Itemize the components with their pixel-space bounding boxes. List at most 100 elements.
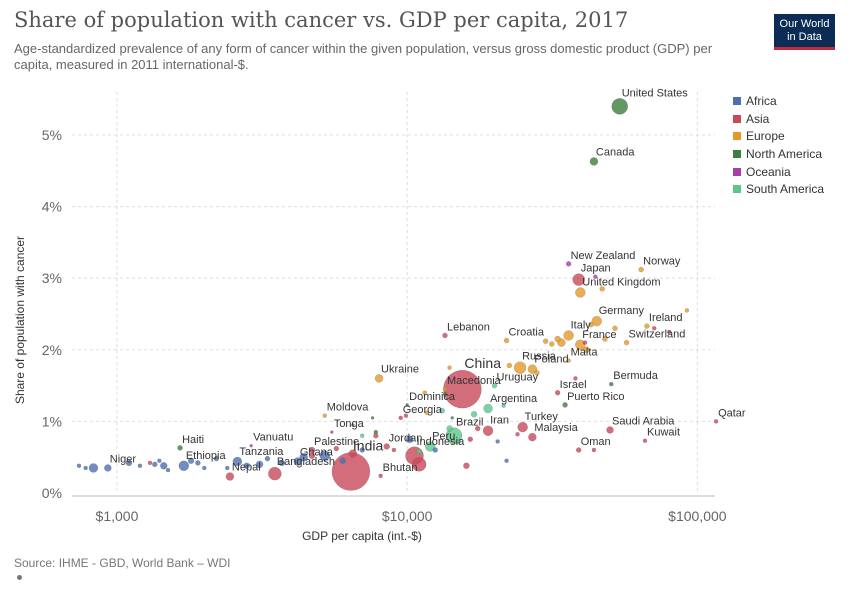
data-point-labeled[interactable] bbox=[644, 323, 650, 329]
data-point[interactable] bbox=[447, 365, 452, 370]
data-point-labeled[interactable] bbox=[528, 432, 537, 442]
data-point-labeled[interactable] bbox=[609, 381, 614, 387]
legend-item[interactable]: South America bbox=[733, 180, 824, 198]
data-point[interactable] bbox=[506, 362, 513, 369]
data-point[interactable] bbox=[348, 449, 358, 458]
owid-logo[interactable]: Our World in Data bbox=[774, 14, 835, 50]
data-point-labeled[interactable] bbox=[398, 415, 403, 421]
data-point[interactable] bbox=[202, 465, 207, 471]
data-point-labeled[interactable] bbox=[575, 339, 586, 351]
data-point[interactable] bbox=[455, 438, 462, 445]
data-point[interactable] bbox=[411, 457, 427, 472]
data-point[interactable] bbox=[225, 465, 230, 471]
data-point-labeled[interactable] bbox=[308, 446, 316, 454]
data-point-labeled[interactable] bbox=[442, 386, 448, 392]
data-point-labeled[interactable] bbox=[378, 473, 383, 479]
data-point[interactable] bbox=[187, 457, 195, 465]
data-point[interactable] bbox=[333, 445, 340, 452]
data-point[interactable] bbox=[157, 458, 162, 464]
data-point[interactable] bbox=[573, 376, 578, 381]
data-point-labeled[interactable] bbox=[374, 374, 384, 383]
data-point[interactable] bbox=[582, 340, 588, 345]
data-point[interactable] bbox=[255, 460, 264, 469]
data-point-labeled[interactable] bbox=[563, 330, 574, 341]
data-point[interactable] bbox=[446, 425, 453, 432]
data-point-labeled[interactable] bbox=[442, 332, 448, 339]
data-point[interactable] bbox=[432, 447, 439, 453]
data-point-labeled[interactable] bbox=[638, 266, 644, 273]
legend-item[interactable]: Asia bbox=[733, 110, 824, 128]
data-point[interactable] bbox=[424, 410, 430, 416]
data-point-labeled[interactable] bbox=[405, 403, 409, 407]
data-point-labeled[interactable] bbox=[565, 261, 572, 267]
legend-item[interactable]: Oceania bbox=[733, 163, 824, 181]
data-point[interactable] bbox=[463, 462, 470, 470]
data-point[interactable] bbox=[470, 410, 478, 418]
data-point[interactable] bbox=[612, 325, 618, 332]
data-point-labeled[interactable] bbox=[177, 445, 183, 451]
data-point-labeled[interactable] bbox=[483, 403, 493, 414]
data-point-labeled[interactable] bbox=[330, 430, 334, 434]
data-point[interactable] bbox=[147, 460, 153, 466]
data-point-labeled[interactable] bbox=[527, 364, 538, 374]
data-point-labeled[interactable] bbox=[606, 426, 614, 434]
data-point[interactable] bbox=[651, 326, 657, 331]
data-point-labeled[interactable] bbox=[623, 339, 630, 346]
data-point-labeled[interactable] bbox=[232, 456, 243, 467]
data-point[interactable] bbox=[76, 463, 82, 469]
data-point[interactable] bbox=[422, 390, 428, 395]
data-point[interactable] bbox=[542, 338, 549, 344]
data-point[interactable] bbox=[602, 336, 608, 342]
data-point[interactable] bbox=[213, 455, 220, 462]
data-point[interactable] bbox=[593, 274, 598, 279]
data-point[interactable] bbox=[599, 286, 605, 292]
data-point-labeled[interactable] bbox=[225, 472, 235, 481]
data-point[interactable] bbox=[549, 341, 555, 347]
data-point-labeled[interactable] bbox=[517, 421, 528, 433]
data-point[interactable] bbox=[467, 436, 474, 443]
data-point-labeled[interactable] bbox=[642, 438, 648, 443]
data-point[interactable] bbox=[359, 433, 365, 438]
data-point[interactable] bbox=[195, 460, 201, 466]
data-point-labeled[interactable] bbox=[611, 98, 628, 115]
data-point-labeled[interactable] bbox=[322, 413, 327, 418]
data-point[interactable] bbox=[684, 308, 690, 313]
data-point[interactable] bbox=[439, 407, 445, 414]
data-point-labeled[interactable] bbox=[572, 273, 585, 286]
data-point-labeled[interactable] bbox=[293, 457, 303, 466]
legend-item[interactable]: Africa bbox=[733, 92, 824, 110]
data-point[interactable] bbox=[137, 463, 143, 469]
data-point[interactable] bbox=[504, 458, 509, 464]
data-point[interactable] bbox=[403, 413, 409, 418]
data-point-labeled[interactable] bbox=[482, 425, 494, 436]
data-point-labeled[interactable] bbox=[591, 315, 602, 327]
data-point[interactable] bbox=[339, 457, 347, 465]
data-point-labeled[interactable] bbox=[589, 157, 599, 166]
data-point-labeled[interactable] bbox=[562, 402, 568, 408]
data-point[interactable] bbox=[264, 455, 271, 462]
data-point-labeled[interactable] bbox=[104, 464, 112, 472]
data-point[interactable] bbox=[370, 416, 375, 420]
data-point-labeled[interactable] bbox=[268, 466, 282, 481]
data-point-labeled[interactable] bbox=[383, 443, 390, 450]
data-point[interactable] bbox=[534, 369, 540, 376]
data-point[interactable] bbox=[152, 461, 158, 468]
legend-item[interactable]: Europe bbox=[733, 127, 824, 145]
data-point[interactable] bbox=[278, 459, 286, 467]
data-point-labeled[interactable] bbox=[554, 390, 561, 396]
data-point[interactable] bbox=[319, 450, 330, 462]
data-point-labeled[interactable] bbox=[491, 382, 498, 389]
data-point[interactable] bbox=[88, 463, 99, 473]
data-point-labeled[interactable] bbox=[513, 361, 527, 374]
data-point[interactable] bbox=[165, 467, 171, 473]
data-point-labeled[interactable] bbox=[178, 460, 190, 472]
data-point[interactable] bbox=[450, 416, 455, 420]
data-point[interactable] bbox=[501, 403, 506, 408]
data-point[interactable] bbox=[391, 447, 397, 453]
data-point[interactable] bbox=[588, 321, 594, 328]
data-point[interactable] bbox=[359, 447, 365, 453]
data-point[interactable] bbox=[160, 462, 168, 470]
data-point-labeled[interactable] bbox=[249, 443, 253, 448]
data-point[interactable] bbox=[405, 435, 414, 444]
data-point[interactable] bbox=[351, 423, 355, 427]
